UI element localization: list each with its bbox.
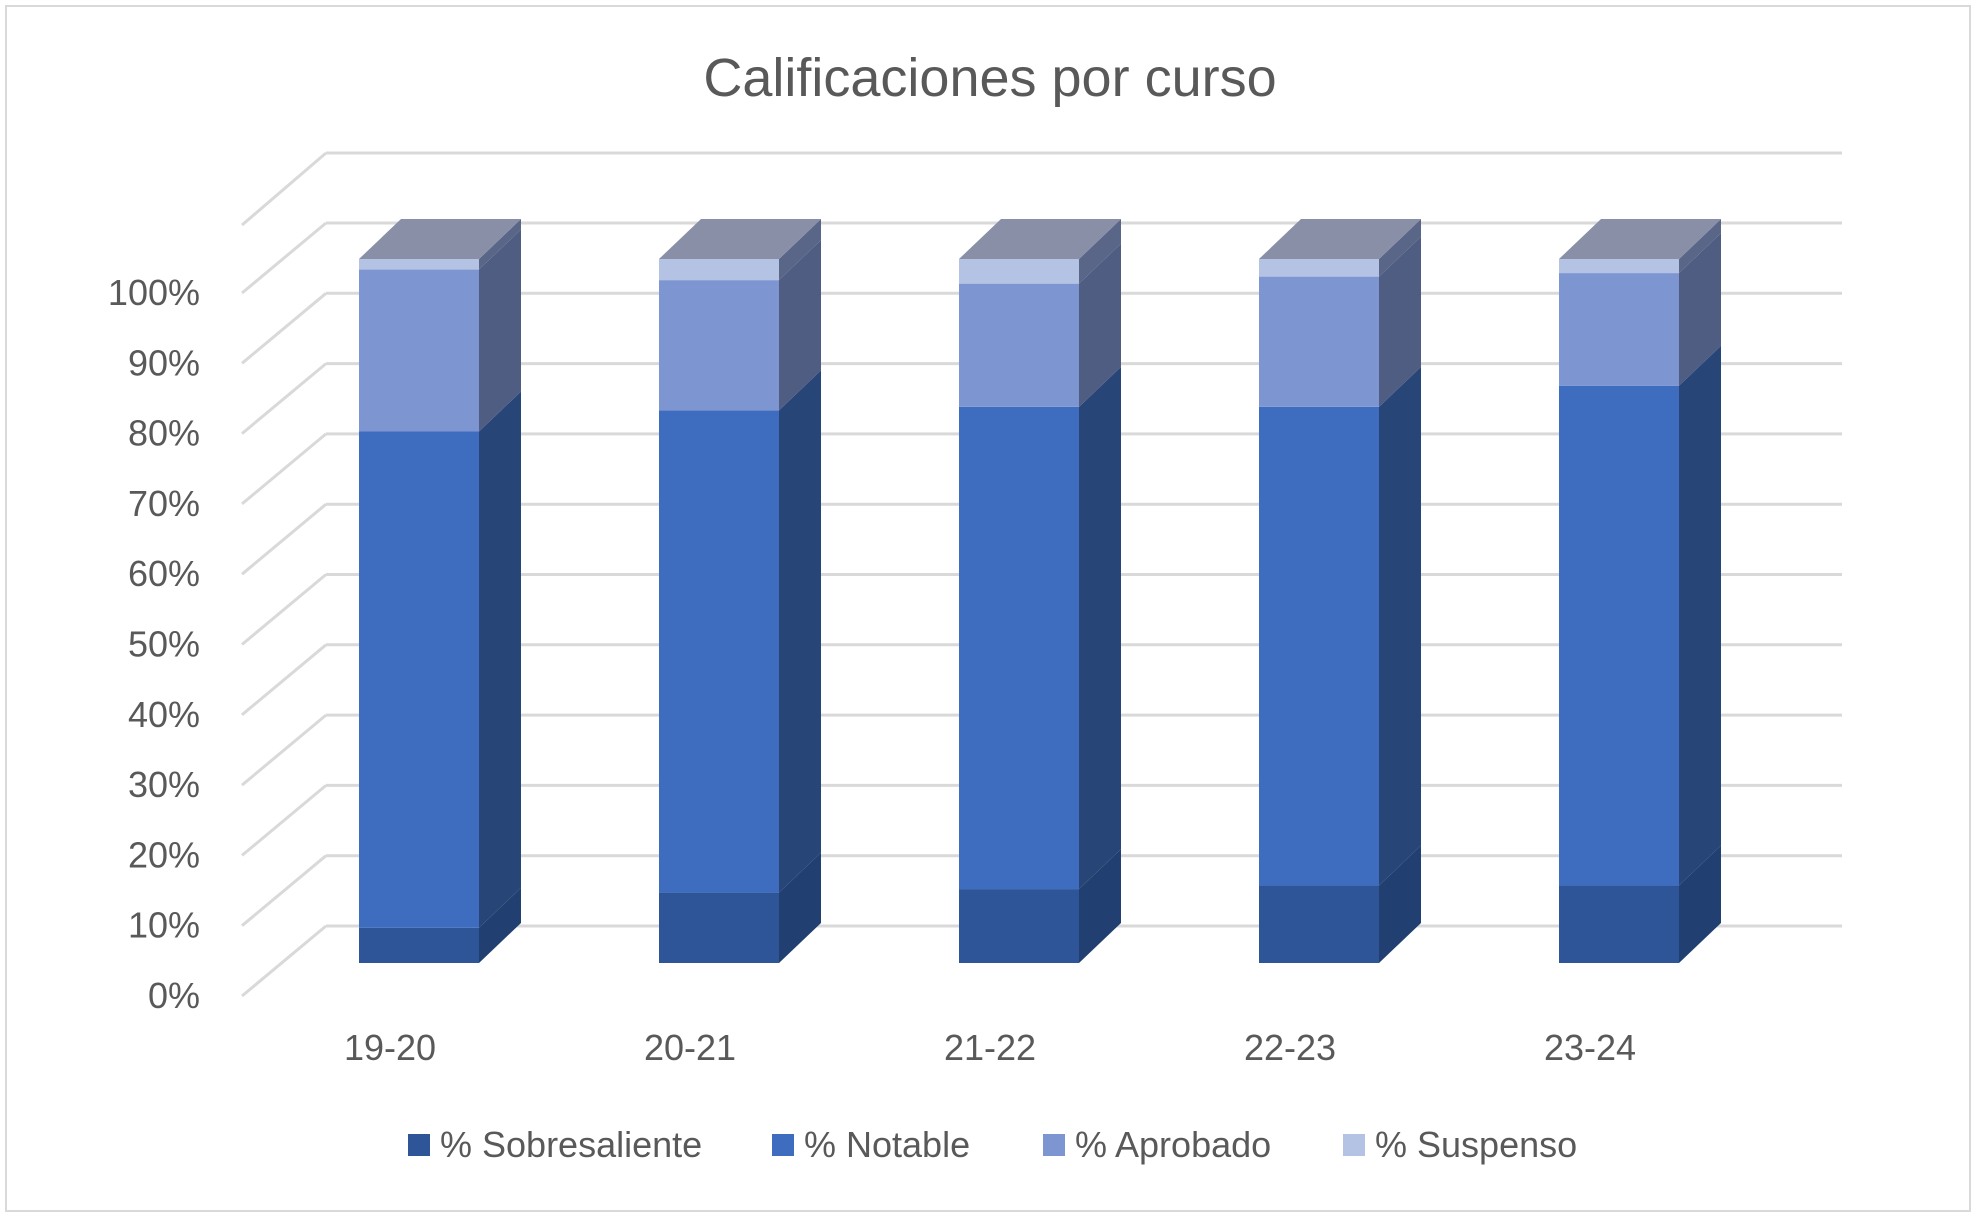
gridline-diagonal xyxy=(241,151,327,227)
bar-segment-side xyxy=(1679,219,1721,274)
bar-group xyxy=(359,219,521,963)
chart-title: Calificaciones por curso xyxy=(703,48,1276,108)
bar-top xyxy=(359,219,521,259)
bar-segment-side xyxy=(779,219,821,281)
bar-segment xyxy=(659,410,779,893)
x-tick-label: 23-24 xyxy=(1544,1027,1636,1068)
bar-segment-side xyxy=(779,852,821,963)
bar-segment xyxy=(959,283,1079,407)
gridline-diagonal xyxy=(241,713,327,787)
bar-segment-side xyxy=(479,887,521,963)
bar-segment xyxy=(659,259,779,281)
bar-segment xyxy=(359,259,479,270)
gridline-diagonal xyxy=(241,924,327,998)
legend-label: % Suspenso xyxy=(1375,1124,1577,1165)
y-tick-label: 60% xyxy=(128,553,200,594)
bar-segment-side xyxy=(1379,366,1421,886)
y-tick-label: 10% xyxy=(128,905,200,946)
bar-segment xyxy=(359,927,479,963)
bar-segment xyxy=(359,431,479,928)
bar-group xyxy=(1559,219,1721,963)
legend-item: % Aprobado xyxy=(1043,1124,1271,1165)
bar-segment xyxy=(1259,276,1379,407)
bar-segment-side xyxy=(779,240,821,411)
legend-swatch xyxy=(1043,1134,1065,1156)
bar-segment-side xyxy=(1079,849,1121,963)
bar-top xyxy=(659,219,821,259)
bar-segment-side xyxy=(779,370,821,893)
gridline-diagonal xyxy=(241,221,327,295)
x-tick-label: 20-21 xyxy=(644,1027,736,1068)
legend-swatch xyxy=(408,1134,430,1156)
legend-label: % Sobresaliente xyxy=(440,1124,702,1165)
bar-segment-side xyxy=(1679,233,1721,386)
bar-segment-side xyxy=(479,229,521,432)
bar-segment xyxy=(1259,259,1379,277)
legend-swatch xyxy=(772,1134,794,1156)
bar-segment xyxy=(1559,259,1679,274)
gridline-diagonal xyxy=(241,362,327,435)
bar-top xyxy=(1259,219,1421,259)
bar-segment-side xyxy=(479,219,521,270)
gridline-diagonal xyxy=(241,292,327,365)
bar-segment xyxy=(659,892,779,963)
bar-segment xyxy=(1559,273,1679,386)
gridline-diagonal xyxy=(241,784,327,857)
bars-layer xyxy=(359,219,1721,963)
bar-segment xyxy=(959,259,1079,284)
x-axis-ticks: 19-20 20-21 21-22 22-23 23-24 xyxy=(344,1027,1636,1068)
y-tick-label: 90% xyxy=(128,342,200,383)
bar-group xyxy=(959,219,1121,963)
legend-swatch xyxy=(1343,1134,1365,1156)
bar-top xyxy=(959,219,1121,259)
bar-group xyxy=(1259,219,1421,963)
y-tick-label: 80% xyxy=(128,413,200,454)
bar-segment xyxy=(1559,885,1679,963)
y-tick-label: 50% xyxy=(128,624,200,665)
gridline-diagonal xyxy=(241,643,327,716)
bar-segment xyxy=(1259,885,1379,963)
bar-segment xyxy=(659,280,779,411)
y-tick-label: 20% xyxy=(128,834,200,875)
bar-segment-side xyxy=(1679,345,1721,886)
bar-segment-side xyxy=(1679,845,1721,963)
bar-segment-side xyxy=(1079,366,1121,890)
y-tick-label: 100% xyxy=(108,272,200,313)
bar-segment-side xyxy=(1079,219,1121,284)
legend-item: % Notable xyxy=(772,1124,970,1165)
bar-segment xyxy=(1259,406,1379,886)
bar-segment-side xyxy=(1379,236,1421,407)
y-tick-label: 0% xyxy=(148,975,200,1016)
bar-segment xyxy=(359,269,479,432)
y-tick-label: 30% xyxy=(128,764,200,805)
bar-segment xyxy=(1559,385,1679,886)
legend-item: % Sobresaliente xyxy=(408,1124,702,1165)
bar-segment-side xyxy=(479,391,521,928)
bar-segment-side xyxy=(1079,243,1121,407)
y-tick-label: 70% xyxy=(128,483,200,524)
gridline-diagonal xyxy=(241,573,327,646)
legend-item: % Suspenso xyxy=(1343,1124,1577,1165)
gridline-diagonal xyxy=(241,503,327,576)
gridline-diagonal xyxy=(241,854,327,927)
legend-label: % Aprobado xyxy=(1075,1124,1271,1165)
bar-group xyxy=(659,219,821,963)
x-tick-label: 19-20 xyxy=(344,1027,436,1068)
bar-segment-side xyxy=(1379,219,1421,277)
legend-label: % Notable xyxy=(804,1124,970,1165)
bar-top xyxy=(1559,219,1721,259)
y-axis-ticks: 0% 10% 20% 30% 40% 50% 60% 70% 80% 90% 100% xyxy=(108,272,200,1016)
gridline-diagonal xyxy=(241,432,327,506)
bar-segment-side xyxy=(1379,845,1421,963)
bar-segment xyxy=(959,406,1079,890)
legend: % Sobresaliente % Notable % Aprobado % Susp… xyxy=(408,1124,1577,1165)
y-tick-label: 40% xyxy=(128,694,200,735)
x-tick-label: 21-22 xyxy=(944,1027,1036,1068)
bar-segment xyxy=(959,889,1079,963)
x-tick-label: 22-23 xyxy=(1244,1027,1336,1068)
